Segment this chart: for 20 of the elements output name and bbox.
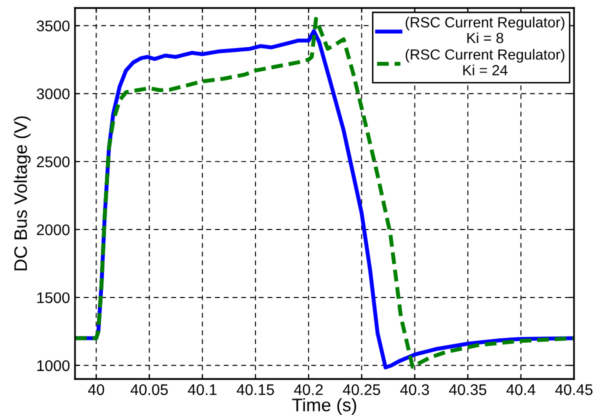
x-tick-label: 40.25 — [342, 384, 380, 396]
x-tick-label: 40.45 — [555, 384, 592, 396]
x-tick-label: 40.2 — [294, 384, 323, 396]
y-axis-title: DC Bus Voltage (V) — [14, 116, 31, 270]
y-tick-label: 1500 — [37, 292, 70, 304]
legend-label: (RSC Current Regulator) Ki = 8 — [406, 16, 564, 44]
y-tick-label: 3000 — [36, 88, 70, 100]
y-tick-label: 1000 — [37, 360, 70, 372]
y-tick-label: 2500 — [36, 156, 70, 168]
y-tick-label: 3500 — [36, 20, 70, 32]
x-tick-label: 40.4 — [506, 384, 536, 396]
x-tick-label: 40.1 — [188, 384, 217, 396]
x-tick-label: 40.15 — [236, 384, 274, 396]
x-axis-title: Time (s) — [292, 398, 356, 415]
legend-label: (RSC Current Regulator) Ki = 24 — [406, 48, 564, 76]
x-tick-label: 40 — [88, 384, 104, 396]
x-tick-label: 40.35 — [449, 384, 486, 396]
y-tick-label: 2000 — [36, 224, 70, 236]
x-tick-label: 40.05 — [130, 384, 168, 396]
x-tick-label: 40.3 — [400, 384, 429, 396]
